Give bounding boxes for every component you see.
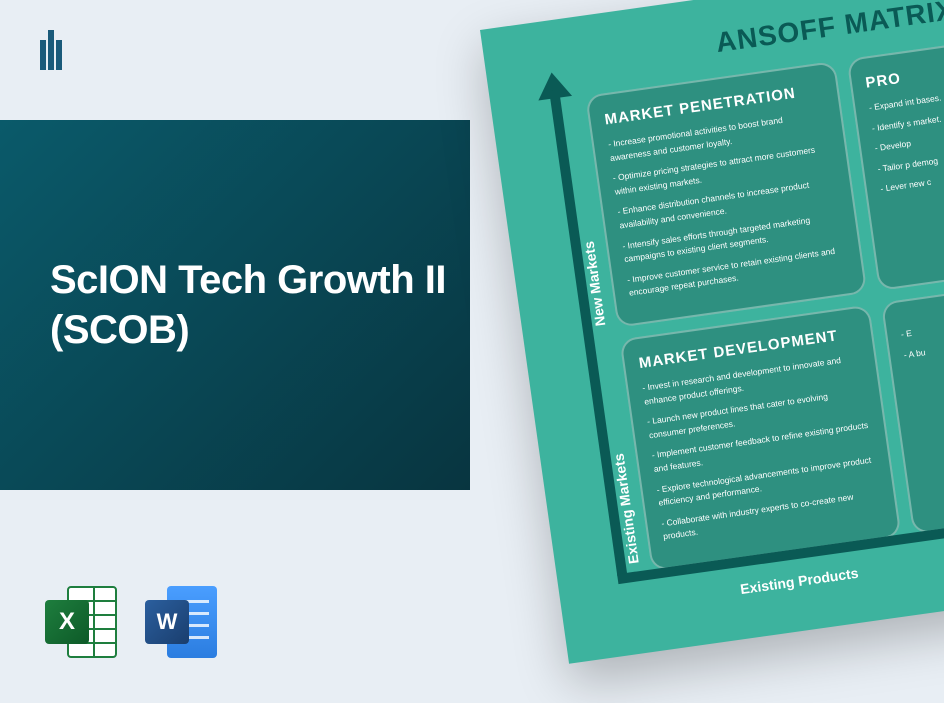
excel-letter: X: [45, 600, 89, 644]
excel-icon: X: [45, 586, 117, 658]
cell-market-penetration: MARKET PENETRATION Increase promotional …: [585, 61, 867, 328]
cell-list: EA bu: [900, 298, 944, 362]
list-item: E: [900, 298, 944, 342]
cell-market-development: MARKET DEVELOPMENT Invest in research an…: [619, 305, 901, 572]
page-title: ScION Tech Growth II (SCOB): [50, 255, 470, 355]
title-panel: ScION Tech Growth II (SCOB): [0, 120, 470, 490]
word-letter: W: [145, 600, 189, 644]
app-icons-row: X W: [45, 586, 217, 658]
cell-list: Increase promotional activities to boost…: [607, 108, 847, 301]
logo-icon: [40, 30, 64, 75]
word-icon: W: [145, 586, 217, 658]
cell-title: [899, 288, 944, 319]
matrix-grid: MARKET PENETRATION Increase promotional …: [585, 24, 944, 571]
x-axis-label-existing: Existing Products: [739, 565, 859, 597]
cell-list: Invest in research and development to in…: [642, 351, 882, 544]
ansoff-matrix-card: ANSOFF MATRIX New Markets Existing Marke…: [480, 0, 944, 664]
cell-title: PRO: [864, 44, 944, 91]
